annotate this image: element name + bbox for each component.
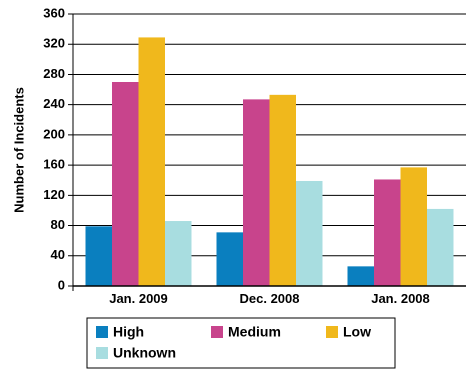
- category-label: Jan. 2008: [371, 291, 430, 306]
- bar-low-3: [400, 167, 427, 286]
- legend-swatch-low: [326, 326, 338, 338]
- legend-box: [86, 317, 396, 369]
- category-labels: Jan. 2009 Dec. 2008 Jan. 2008: [109, 291, 430, 306]
- bar-high-2: [216, 232, 243, 286]
- legend-swatch-high: [96, 326, 108, 338]
- y-tick-label: 200: [43, 126, 65, 141]
- category-label: Jan. 2009: [109, 291, 168, 306]
- y-tick-label: 280: [43, 66, 65, 81]
- bar-low-2: [269, 94, 296, 286]
- bar-low-1: [138, 37, 165, 286]
- legend-swatch-medium: [211, 326, 223, 338]
- bar-unknown-1: [165, 221, 192, 286]
- y-axis-label: Number of Incidents: [11, 87, 26, 213]
- bar-unknown-3: [427, 208, 454, 286]
- legend: High Medium Low Unknown: [86, 317, 396, 369]
- bar-medium-3: [374, 179, 401, 286]
- y-tick-label: 0: [58, 277, 65, 292]
- y-tick-labels: 0 40 80 120 160 200 240 280 320 360: [43, 5, 65, 292]
- y-tick-label: 80: [51, 217, 65, 232]
- y-tick-label: 240: [43, 96, 65, 111]
- legend-label-unknown: Unknown: [113, 345, 176, 361]
- legend-label-high: High: [113, 324, 144, 340]
- y-tick-label: 320: [43, 36, 65, 51]
- legend-label-medium: Medium: [228, 324, 281, 340]
- y-tick-label: 160: [43, 157, 65, 172]
- y-tick-label: 360: [43, 5, 65, 20]
- y-tick-label: 40: [51, 247, 65, 262]
- bars: [85, 37, 454, 286]
- legend-swatch-unknown: [96, 347, 108, 359]
- bar-unknown-2: [296, 180, 323, 286]
- category-label: Dec. 2008: [240, 291, 300, 306]
- bar-medium-2: [243, 99, 270, 286]
- axes: [72, 14, 466, 291]
- y-tick-label: 120: [43, 187, 65, 202]
- bar-high-1: [85, 226, 112, 286]
- legend-label-low: Low: [343, 324, 371, 340]
- bar-medium-1: [112, 82, 139, 286]
- bar-high-3: [347, 266, 374, 286]
